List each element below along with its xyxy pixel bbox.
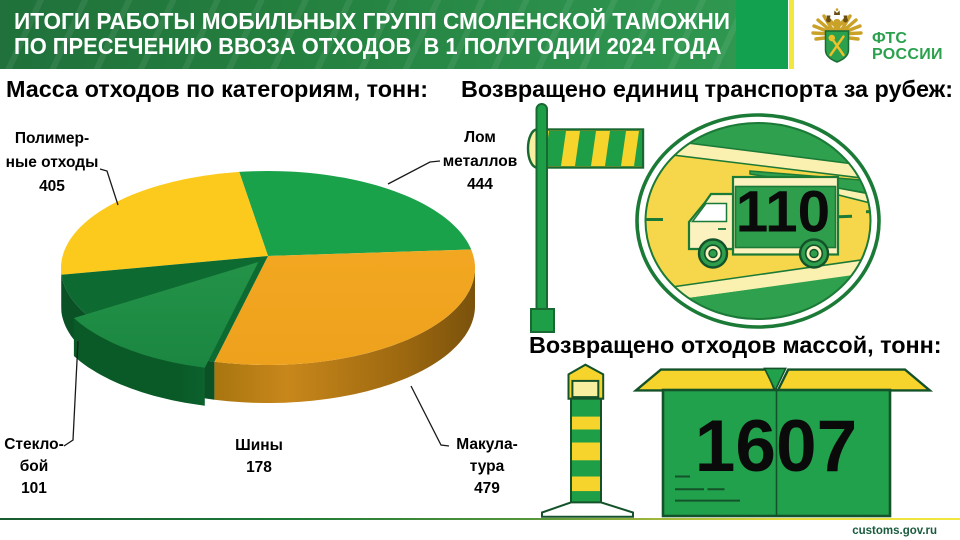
svg-text:110: 110 — [736, 180, 830, 245]
svg-text:1607: 1607 — [695, 406, 857, 487]
